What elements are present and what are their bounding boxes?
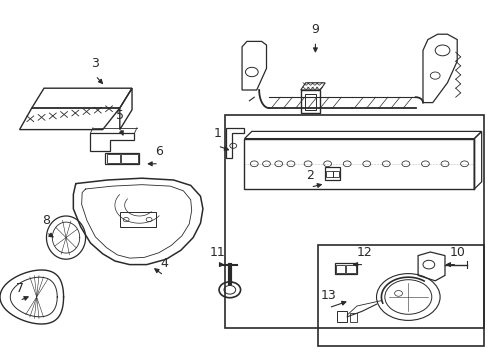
Bar [325,171,332,177]
Text: 10: 10 [448,246,464,259]
Bar [333,171,338,177]
Text: 3: 3 [91,57,99,70]
Bar [336,265,345,273]
Text: 5: 5 [116,109,123,122]
Bar [317,245,483,346]
Text: 13: 13 [320,289,336,302]
Text: 7: 7 [16,282,23,295]
Text: 1: 1 [213,127,221,140]
Text: 4: 4 [160,257,167,270]
Bar [121,154,138,163]
Text: 8: 8 [42,214,50,227]
Text: 2: 2 [306,169,314,182]
Bar [304,94,316,110]
Text: 6: 6 [155,145,163,158]
Bar [224,115,483,328]
Text: 12: 12 [356,246,371,259]
Text: 9: 9 [311,23,319,36]
Bar [337,311,346,322]
Bar [346,265,355,273]
Bar [349,313,356,322]
Bar [106,154,120,163]
Text: 11: 11 [209,246,225,259]
